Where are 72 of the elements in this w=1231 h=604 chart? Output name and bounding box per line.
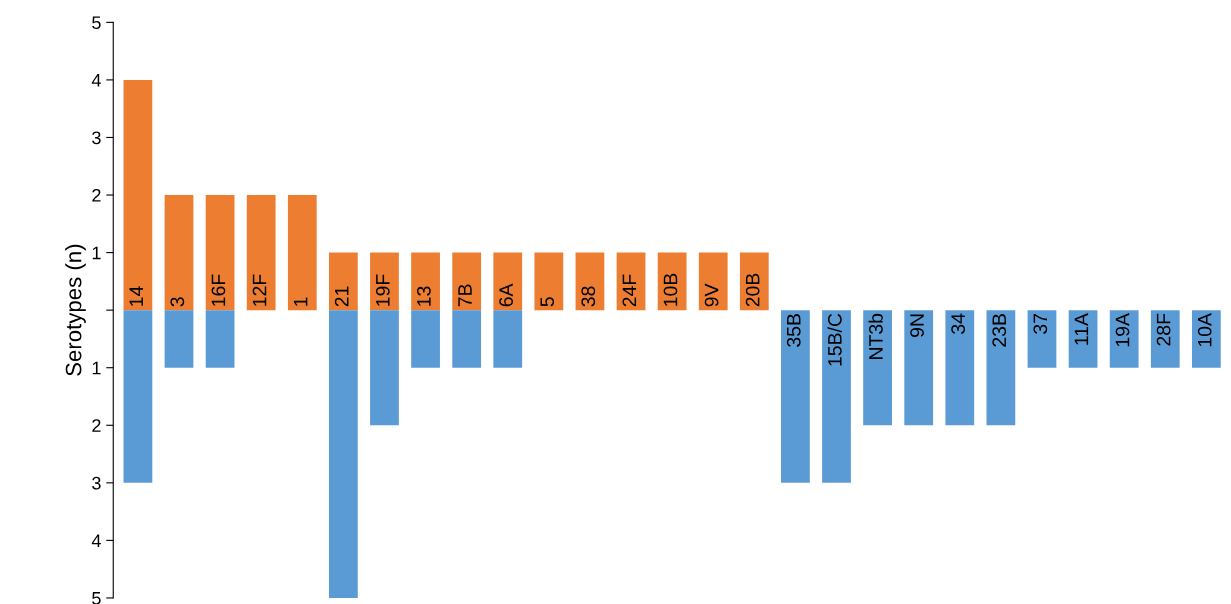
x-tick-label: 7B	[458, 284, 472, 307]
y-tick-label: 1	[92, 361, 101, 375]
bar	[1068, 310, 1098, 368]
bar	[986, 310, 1016, 426]
bar	[246, 195, 276, 311]
bar	[1109, 310, 1139, 368]
bar	[370, 310, 399, 426]
bar	[904, 310, 934, 426]
x-tick-label: 15B/C	[827, 313, 842, 366]
bar	[493, 310, 523, 368]
y-tick-label: 4	[91, 534, 101, 547]
bar	[370, 252, 399, 311]
bar	[493, 252, 523, 311]
bar	[329, 310, 358, 598]
x-tick-label: 12F	[252, 274, 267, 306]
bar	[329, 252, 358, 311]
bar	[1027, 310, 1057, 368]
bar	[123, 310, 153, 483]
bar	[822, 310, 851, 483]
x-tick-label: 10B	[663, 273, 678, 306]
x-tick-label: 34	[951, 313, 966, 334]
x-tick-label: NT3b	[868, 313, 883, 359]
x-tick-label: 20B	[745, 273, 760, 307]
bar	[575, 252, 605, 311]
bar	[945, 310, 975, 426]
x-tick-label: 21	[334, 286, 349, 307]
bar	[205, 195, 235, 311]
x-tick-label: 38	[581, 286, 596, 307]
y-tick-label: 2	[92, 188, 101, 202]
x-tick-label: 23B	[992, 314, 1007, 347]
bar	[164, 310, 194, 368]
x-tick-label: 6A	[499, 283, 513, 307]
x-tick-label: 3	[170, 297, 185, 307]
y-tick-label: 3	[92, 476, 101, 490]
bar	[205, 310, 235, 368]
y-tick-label: 5	[92, 592, 101, 604]
bar	[534, 252, 564, 311]
bar	[123, 79, 153, 311]
x-tick-label: 28F	[1156, 313, 1171, 346]
x-tick-label: 35B	[786, 314, 801, 347]
x-tick-label: 16F	[211, 274, 226, 306]
bar	[452, 310, 482, 368]
x-tick-label: 1	[293, 297, 308, 306]
bar	[411, 252, 440, 311]
x-tick-label: 9V	[704, 283, 719, 307]
bar	[863, 310, 892, 426]
x-tick-label: 14	[129, 286, 143, 306]
bar	[1191, 310, 1221, 368]
y-tick-label: 3	[92, 131, 101, 145]
y-tick-label: 2	[92, 419, 101, 432]
x-tick-label: 10A	[1197, 313, 1212, 347]
y-axis-title: Serotypes (n)	[65, 244, 86, 376]
x-tick-label: 11A	[1074, 313, 1089, 345]
bar	[739, 252, 769, 311]
bar	[698, 252, 728, 311]
x-tick-label: 19A	[1115, 313, 1130, 347]
bar	[164, 195, 194, 311]
bar	[452, 252, 482, 311]
x-tick-label: 5	[540, 297, 555, 307]
bar	[781, 310, 810, 483]
bar	[287, 195, 317, 311]
x-tick-label: 9N	[910, 314, 924, 337]
bar	[657, 252, 687, 311]
x-tick-label: 19F	[375, 274, 390, 306]
y-tick-label: 1	[92, 246, 101, 260]
y-tick-label: 5	[92, 16, 101, 30]
x-tick-label: 24F	[622, 274, 637, 307]
bar	[411, 310, 440, 368]
x-tick-label: 37	[1033, 314, 1048, 334]
x-tick-label: 13	[417, 286, 431, 306]
y-tick-label: 4	[91, 74, 101, 87]
bar	[1150, 310, 1180, 368]
